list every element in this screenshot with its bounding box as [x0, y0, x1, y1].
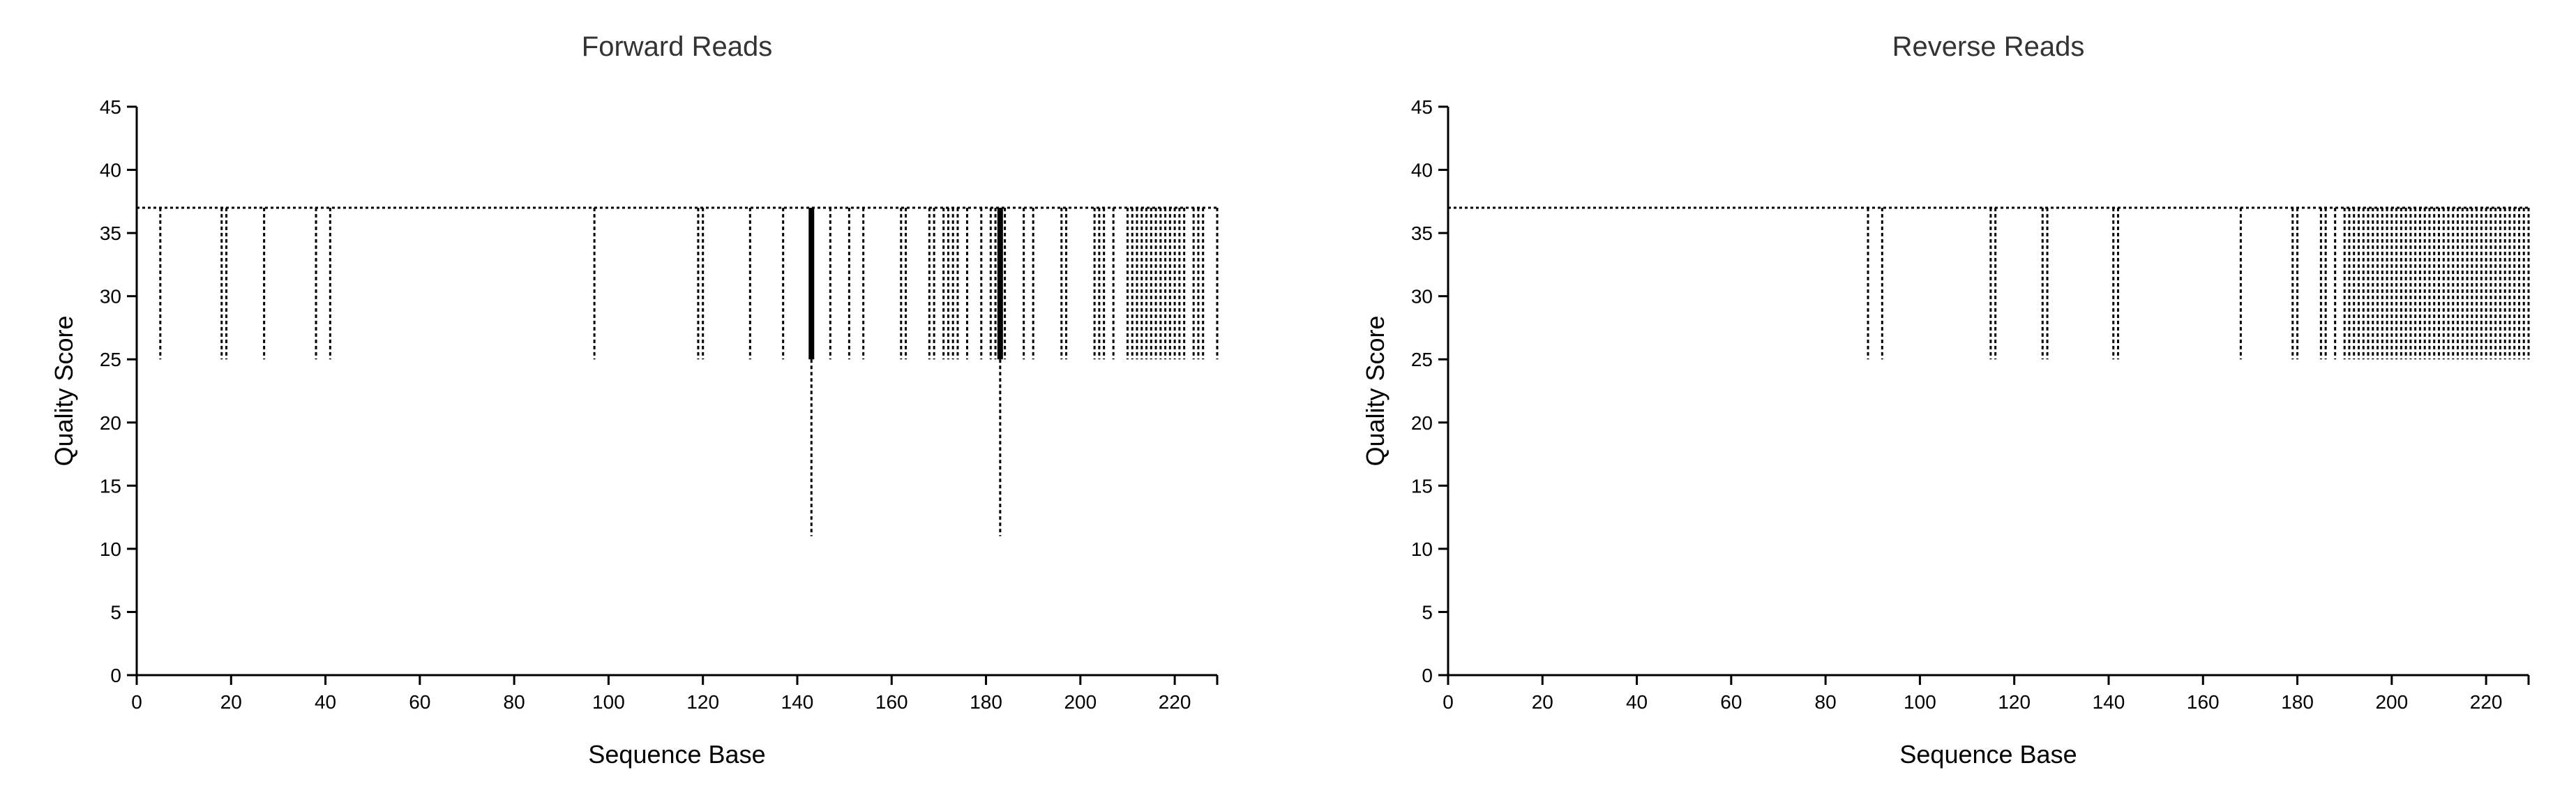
reverse-x-tick-label: 80 [1815, 691, 1837, 713]
reverse-y-tick-label: 40 [1411, 160, 1433, 181]
reverse-x-tick-label: 40 [1626, 691, 1648, 713]
forward-x-tick-label: 100 [592, 691, 625, 713]
reverse-y-tick-label: 15 [1411, 475, 1433, 497]
forward-y-tick-label: 15 [100, 475, 121, 497]
reverse-x-tick-label: 180 [2281, 691, 2314, 713]
reverse-x-tick-label: 220 [2470, 691, 2503, 713]
reverse-y-tick-label: 20 [1411, 412, 1433, 434]
forward-box-base-143 [808, 207, 815, 360]
forward-x-tick-label: 0 [131, 691, 142, 713]
forward-y-tick-label: 45 [100, 96, 121, 118]
reverse-y-tick-label: 35 [1411, 222, 1433, 244]
reverse-chart-title: Reverse Reads [1892, 31, 2085, 62]
forward-x-axis-title: Sequence Base [588, 740, 765, 769]
reverse-y-tick-label: 25 [1411, 349, 1433, 370]
forward-x-tick-label: 60 [409, 691, 430, 713]
forward-y-tick-label: 40 [100, 160, 121, 181]
reverse-y-tick-label: 45 [1411, 96, 1433, 118]
forward-x-tick-label: 80 [504, 691, 525, 713]
forward-box-base-183 [997, 207, 1003, 360]
reverse-chart: Reverse Reads 0 5 10 15 20 25 30 35 40 45 0 20 40 60 80… [1361, 31, 2530, 769]
forward-y-axis-title: Quality Score [50, 315, 78, 466]
reverse-y-tick-label: 30 [1411, 286, 1433, 308]
forward-x-tick-label: 120 [686, 691, 719, 713]
forward-x-tick-label: 220 [1159, 691, 1191, 713]
forward-x-tick-label: 40 [315, 691, 336, 713]
forward-x-tick-label: 20 [220, 691, 242, 713]
forward-x-tick-label: 180 [970, 691, 1002, 713]
reverse-y-tick-label: 10 [1411, 538, 1433, 560]
reverse-x-tick-label: 200 [2375, 691, 2408, 713]
forward-y-tick-label: 5 [110, 601, 121, 623]
reverse-x-tick-label: 120 [1998, 691, 2031, 713]
reverse-y-axis-title: Quality Score [1361, 315, 1389, 466]
forward-chart-title: Forward Reads [582, 31, 772, 62]
reverse-x-tick-label: 100 [1904, 691, 1936, 713]
forward-x-tick-label: 200 [1064, 691, 1097, 713]
reverse-x-tick-label: 140 [2093, 691, 2125, 713]
forward-y-tick-label: 25 [100, 349, 121, 370]
forward-y-tick-label: 0 [110, 665, 121, 686]
reverse-x-tick-label: 160 [2187, 691, 2220, 713]
forward-y-tick-label: 10 [100, 538, 121, 560]
reverse-y-tick-label: 0 [1422, 665, 1433, 686]
reverse-y-tick-label: 5 [1422, 601, 1433, 623]
reverse-x-tick-label: 60 [1720, 691, 1742, 713]
reverse-x-tick-label: 20 [1532, 691, 1553, 713]
reverse-x-axis-title: Sequence Base [1899, 740, 2077, 769]
forward-chart: Forward Reads 0 5 10 15 20 25 30 35 40 45 0 20 40 60 80… [50, 31, 1219, 769]
forward-y-tick-label: 30 [100, 286, 121, 308]
forward-y-tick-label: 20 [100, 412, 121, 434]
forward-x-tick-label: 160 [875, 691, 908, 713]
forward-x-tick-label: 140 [781, 691, 814, 713]
reverse-x-tick-label: 0 [1443, 691, 1454, 713]
forward-y-tick-label: 35 [100, 222, 121, 244]
